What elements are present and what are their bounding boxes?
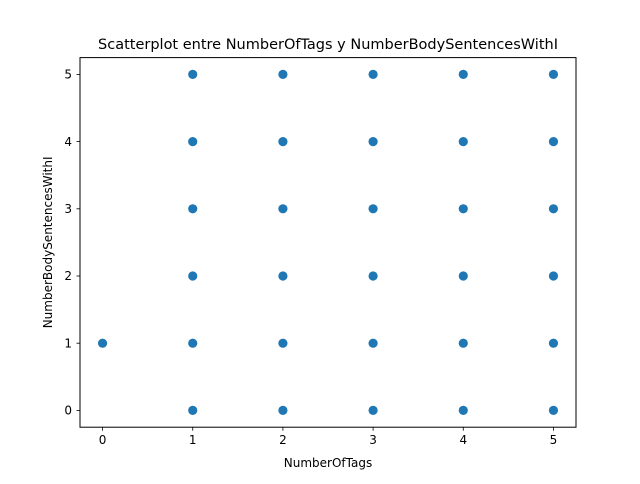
data-point	[188, 271, 198, 281]
data-point	[458, 405, 468, 415]
x-tick-label: 2	[279, 433, 287, 447]
y-axis-label: NumberBodySentencesWithI	[41, 156, 55, 328]
x-axis-label: NumberOfTags	[284, 456, 372, 470]
y-tick-label: 4	[64, 135, 72, 149]
data-point	[458, 69, 468, 79]
x-tick-label: 3	[369, 433, 377, 447]
y-tick-label: 2	[64, 269, 72, 283]
data-point	[278, 137, 288, 147]
x-tick-label: 4	[459, 433, 467, 447]
x-tick-label: 0	[99, 433, 107, 447]
data-point	[458, 204, 468, 214]
data-point	[278, 271, 288, 281]
data-point	[188, 137, 198, 147]
data-point	[458, 271, 468, 281]
data-point	[548, 271, 559, 281]
y-tick-label: 3	[64, 202, 72, 216]
data-point	[188, 405, 198, 415]
data-point	[278, 338, 288, 348]
data-point	[368, 271, 378, 281]
data-point	[188, 338, 198, 348]
y-tick-label: 1	[64, 336, 72, 350]
data-point	[548, 137, 559, 147]
y-tick-label: 0	[64, 404, 72, 418]
data-point	[278, 405, 288, 415]
x-tick-label: 1	[189, 433, 197, 447]
data-point	[278, 69, 288, 79]
x-tick-label: 5	[550, 433, 558, 447]
data-point	[548, 338, 559, 348]
data-point	[548, 69, 559, 79]
plot-area-frame	[79, 57, 577, 428]
data-point	[458, 137, 468, 147]
data-point	[548, 405, 559, 415]
data-point	[368, 137, 378, 147]
data-point	[368, 69, 378, 79]
chart-title: Scatterplot entre NumberOfTags y NumberB…	[98, 37, 558, 53]
data-point	[368, 405, 378, 415]
data-point	[458, 338, 468, 348]
data-point	[278, 204, 288, 214]
points-layer	[97, 69, 559, 415]
data-point	[97, 338, 108, 348]
data-point	[368, 338, 378, 348]
y-tick-label: 5	[64, 68, 72, 82]
data-point	[368, 204, 378, 214]
data-point	[188, 204, 198, 214]
data-point	[548, 204, 559, 214]
ticks-layer: 0 1 2 3 4 5 0 1 2 3 4 5	[64, 68, 557, 448]
data-point	[188, 69, 198, 79]
